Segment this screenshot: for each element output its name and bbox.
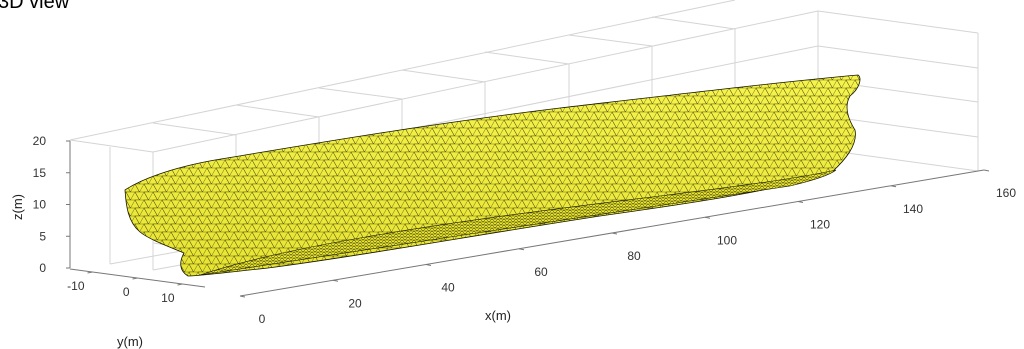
y-tick-label: 0 bbox=[123, 285, 130, 299]
y-axis-label: y(m) bbox=[117, 334, 143, 349]
z-tick-label: 5 bbox=[39, 229, 46, 243]
z-tick-label: 15 bbox=[33, 166, 47, 180]
x-tick-mark bbox=[239, 295, 246, 298]
x-tick-mark bbox=[797, 201, 804, 203]
figure-title: 3D view bbox=[0, 0, 70, 13]
y-tick-mark bbox=[177, 283, 183, 286]
x-tick-label: 20 bbox=[348, 296, 362, 310]
z-tick-label: 20 bbox=[33, 134, 47, 148]
x-tick-mark bbox=[890, 185, 897, 188]
z-tick-labels: 0 5 10 15 20 bbox=[33, 134, 71, 275]
hull-surface bbox=[124, 74, 861, 277]
x-tick-label: 140 bbox=[903, 202, 923, 216]
x-tick-label: 160 bbox=[996, 186, 1016, 200]
z-tick-label: 10 bbox=[33, 198, 47, 212]
x-tick-mark bbox=[704, 216, 711, 219]
z-tick-label: 0 bbox=[39, 261, 46, 275]
x-axis-label: x(m) bbox=[485, 308, 511, 323]
x-tick-mark bbox=[611, 232, 618, 235]
x-tick-mark bbox=[518, 248, 525, 251]
x-tick-label: 0 bbox=[259, 312, 266, 326]
x-tick-label: 120 bbox=[810, 218, 830, 232]
y-tick-mark bbox=[132, 277, 138, 280]
x-tick-mark bbox=[332, 279, 339, 282]
x-tick-mark bbox=[983, 169, 990, 172]
x-tick-label: 40 bbox=[441, 281, 455, 295]
z-axis-label: z(m) bbox=[10, 194, 25, 220]
x-tick-label: 60 bbox=[534, 265, 548, 279]
y-tick-label: -10 bbox=[67, 279, 85, 293]
y-tick-labels: -10 0 10 bbox=[67, 268, 206, 305]
y-tick-mark bbox=[87, 271, 93, 274]
x-tick-mark bbox=[425, 264, 432, 266]
y-tick-label: 10 bbox=[161, 291, 175, 305]
x-tick-label: 100 bbox=[717, 233, 737, 247]
x-tick-labels: 0 20 40 60 80 100 120 140 160 bbox=[239, 169, 1016, 326]
x-tick-label: 80 bbox=[627, 249, 641, 263]
